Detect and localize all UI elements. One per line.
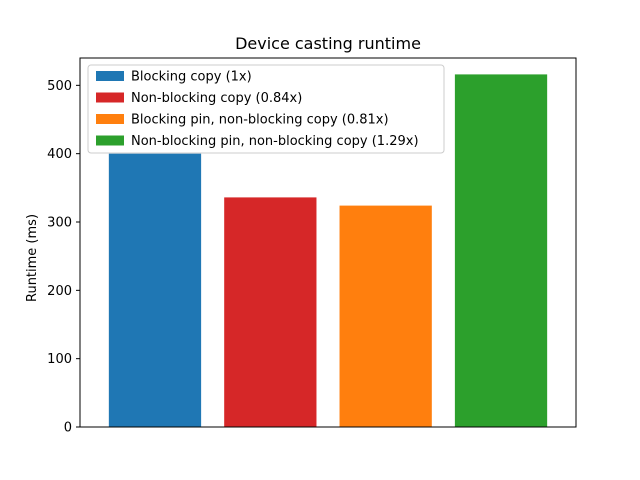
legend-swatch-2 <box>96 92 124 103</box>
bar-2 <box>224 197 317 427</box>
y-tick-label-100: 100 <box>47 352 72 367</box>
y-axis: 0 100 200 300 400 500 <box>47 79 80 436</box>
legend-swatch-1 <box>96 71 124 81</box>
legend-swatch-3 <box>96 114 124 124</box>
legend: Blocking copy (1x) Non-blocking copy (0.8… <box>87 64 445 154</box>
legend-label-4: Non-blocking pin, non-blocking copy (1.2… <box>131 134 419 149</box>
bar-4 <box>454 74 548 428</box>
bar-1 <box>108 153 202 428</box>
y-tick-label-0: 0 <box>64 421 72 436</box>
legend-label-3: Blocking pin, non-blocking copy (0.81x) <box>131 113 389 128</box>
y-tick-label-300: 300 <box>47 216 72 231</box>
chart-title: Device casting runtime <box>235 34 421 53</box>
legend-frame <box>87 64 445 154</box>
bars-group <box>108 74 548 428</box>
y-axis-label: Runtime (ms) <box>25 214 40 302</box>
bar-3 <box>339 205 432 427</box>
legend-label-1: Blocking copy (1x) <box>131 70 252 85</box>
y-tick-label-400: 400 <box>47 147 72 162</box>
y-tick-label-500: 500 <box>47 79 72 94</box>
legend-label-2: Non-blocking copy (0.84x) <box>131 91 302 106</box>
legend-swatch-4 <box>96 135 124 146</box>
plot-frame <box>79 57 577 428</box>
y-tick-label-200: 200 <box>47 284 72 299</box>
